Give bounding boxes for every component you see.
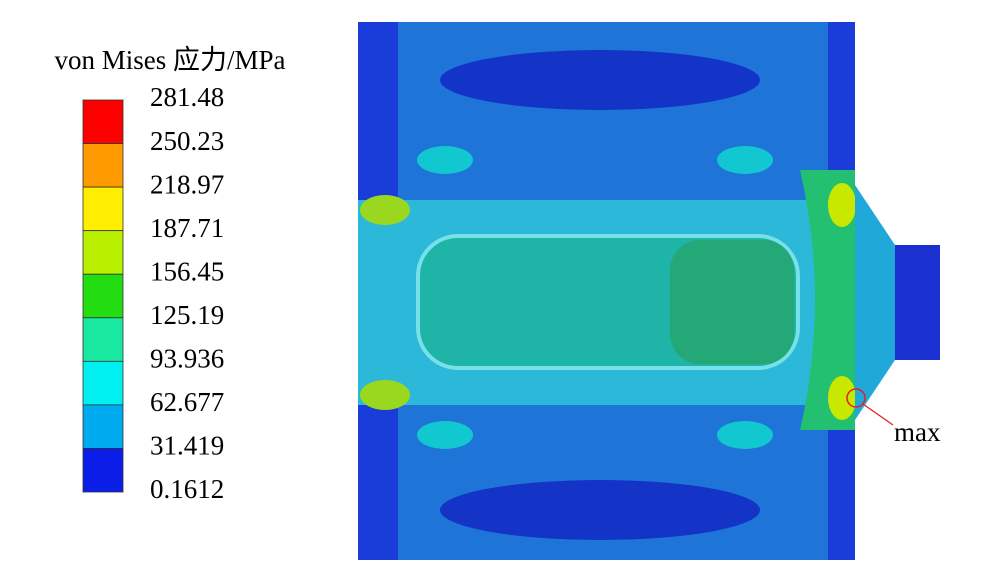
- zone: [417, 421, 473, 449]
- fillet: [855, 185, 895, 420]
- legend-label: 31.419: [150, 431, 224, 461]
- hotspot: [828, 183, 856, 227]
- color-band: [82, 186, 124, 232]
- color-band: [82, 360, 124, 406]
- legend-label: 250.23: [150, 126, 224, 156]
- rib: [800, 170, 855, 430]
- legend-label: 125.19: [150, 300, 224, 330]
- legend-label: 281.48: [150, 82, 224, 112]
- hotspot: [360, 195, 410, 225]
- legend-label: 218.97: [150, 169, 224, 199]
- legend-label: 62.677: [150, 387, 224, 417]
- legend-label: 156.45: [150, 256, 224, 286]
- color-band: [82, 273, 124, 319]
- color-band: [82, 230, 124, 275]
- zone: [717, 146, 773, 174]
- zone: [417, 146, 473, 174]
- max-leader: [862, 403, 894, 426]
- legend-label: 93.936: [150, 344, 224, 374]
- color-band: [82, 404, 124, 449]
- zone: [440, 50, 760, 110]
- color-band: [82, 99, 124, 144]
- legend-title: von Mises 应力/MPa: [54, 45, 285, 75]
- color-band: [82, 143, 124, 188]
- hotspot: [360, 380, 410, 410]
- tab: [895, 245, 940, 360]
- hotspot: [828, 376, 856, 420]
- color-band: [82, 448, 124, 493]
- panel: [670, 240, 794, 364]
- color-bar: 281.48 250.23 218.97 187.71 156.45 125.19 93.9…: [82, 82, 224, 504]
- legend-label: 187.71: [150, 213, 224, 243]
- color-band: [82, 317, 124, 362]
- max-marker: [846, 388, 866, 408]
- contour-plot: [358, 22, 940, 560]
- zone: [717, 421, 773, 449]
- zone: [440, 480, 760, 540]
- legend-label: 0.1612: [150, 474, 224, 504]
- annotation: max: [894, 417, 941, 447]
